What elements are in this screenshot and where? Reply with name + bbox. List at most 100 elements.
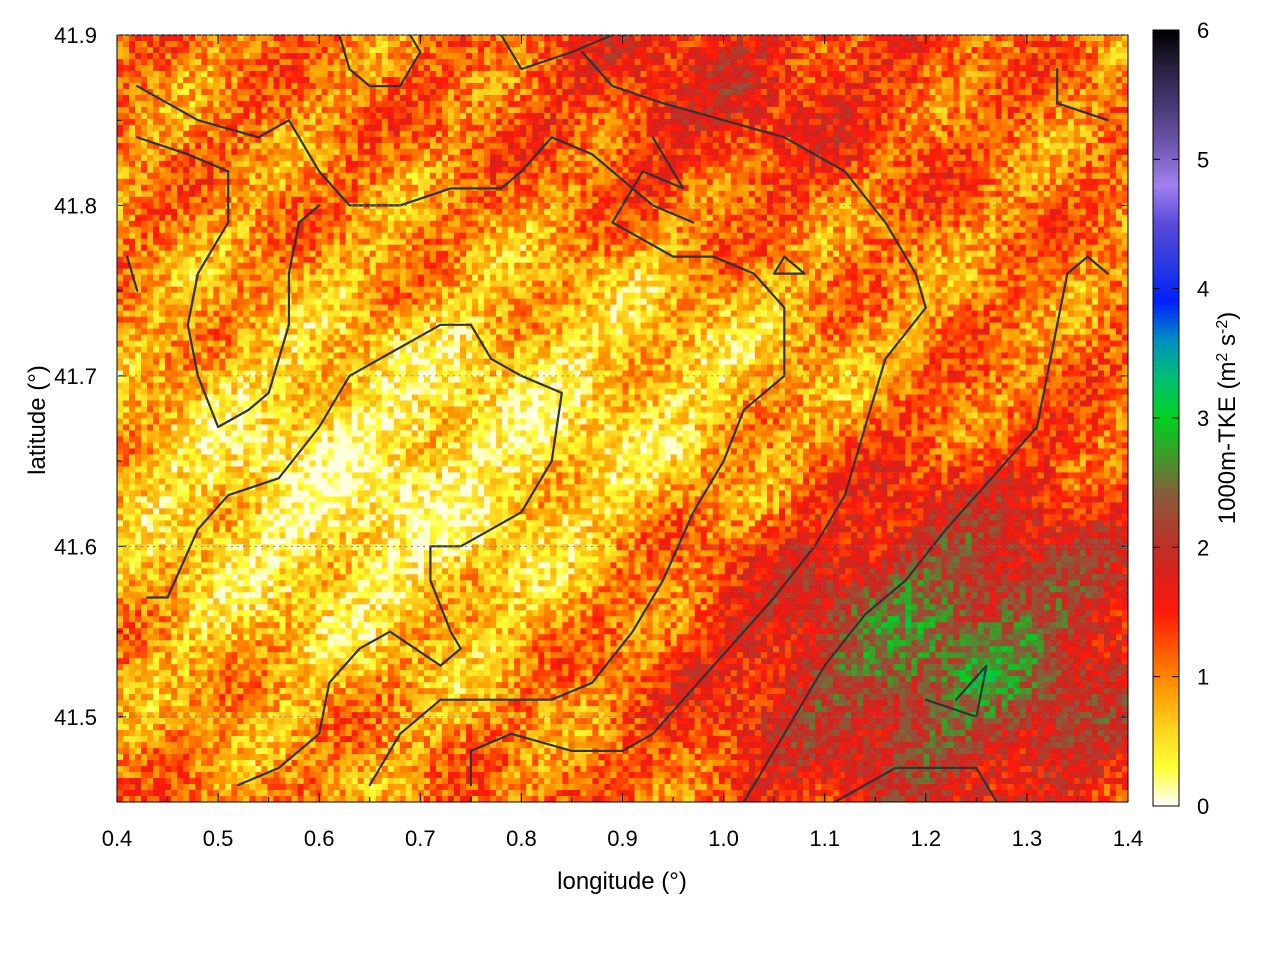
heat-cell — [388, 107, 395, 114]
heat-cell — [791, 41, 798, 48]
heat-cell — [1068, 185, 1075, 192]
heat-cell — [857, 137, 864, 144]
heat-cell — [707, 41, 714, 48]
heat-cell — [201, 59, 208, 66]
heat-cell — [1116, 71, 1123, 78]
heat-cell — [996, 47, 1003, 54]
heat-cell — [725, 47, 732, 54]
heat-cell — [1062, 197, 1069, 204]
heat-cell — [526, 185, 533, 192]
heat-cell — [911, 167, 918, 174]
heat-cell — [292, 155, 299, 162]
heat-cell — [1104, 59, 1111, 66]
heat-cell — [990, 47, 997, 54]
heat-cell — [629, 41, 636, 48]
heat-cell — [135, 125, 142, 132]
heat-cell — [237, 143, 244, 150]
heat-cell — [1074, 83, 1081, 90]
heat-cell — [358, 131, 365, 138]
heat-cell — [550, 203, 557, 210]
heat-cell — [328, 83, 335, 90]
heat-cell — [562, 191, 569, 198]
heat-cell — [815, 185, 822, 192]
heat-cell — [1098, 125, 1105, 132]
heat-cell — [683, 131, 690, 138]
heat-cell — [466, 107, 473, 114]
heat-cell — [304, 131, 311, 138]
heat-cell — [141, 41, 148, 48]
heat-cell — [165, 119, 172, 126]
heat-cell — [917, 89, 924, 96]
heat-cell — [586, 101, 593, 108]
heat-cell — [1104, 53, 1111, 60]
heat-cell — [1104, 125, 1111, 132]
heat-cell — [773, 65, 780, 72]
heat-cell — [845, 143, 852, 150]
heat-cell — [364, 113, 371, 120]
heat-cell — [286, 113, 293, 120]
heat-cell — [310, 107, 317, 114]
heat-cell — [941, 95, 948, 102]
heat-cell — [827, 179, 834, 186]
heat-cell — [346, 77, 353, 84]
heat-cell — [376, 47, 383, 54]
heat-cell — [532, 173, 539, 180]
heat-cell — [496, 95, 503, 102]
heat-cell — [629, 59, 636, 66]
heat-cell — [466, 89, 473, 96]
heat-cell — [219, 203, 226, 210]
heat-cell — [1038, 113, 1045, 120]
heat-cell — [201, 107, 208, 114]
heat-cell — [972, 119, 979, 126]
heat-cell — [960, 203, 967, 210]
heat-cell — [424, 143, 431, 150]
heat-cell — [947, 71, 954, 78]
heat-cell — [629, 35, 636, 42]
heat-cell — [1104, 137, 1111, 144]
heat-cell — [767, 161, 774, 168]
heat-cell — [809, 53, 816, 60]
heat-cell — [255, 179, 262, 186]
heat-cell — [966, 185, 973, 192]
heat-cell — [520, 197, 527, 204]
heat-cell — [647, 161, 654, 168]
heat-cell — [1050, 155, 1057, 162]
heat-cell — [436, 65, 443, 72]
heat-cell — [821, 173, 828, 180]
heat-cell — [911, 89, 918, 96]
heat-cell — [827, 143, 834, 150]
heat-cell — [1008, 197, 1015, 204]
heat-cell — [1080, 101, 1087, 108]
heat-cell — [695, 65, 702, 72]
heat-cell — [749, 65, 756, 72]
heat-cell — [1116, 53, 1123, 60]
heat-cell — [827, 119, 834, 126]
heat-cell — [689, 47, 696, 54]
heat-cell — [316, 107, 323, 114]
heat-cell — [893, 83, 900, 90]
heat-cell — [683, 155, 690, 162]
heat-cell — [1032, 161, 1039, 168]
heat-cell — [1098, 83, 1105, 90]
heat-cell — [478, 77, 485, 84]
heat-cell — [725, 137, 732, 144]
heat-cell — [520, 131, 527, 138]
heat-cell — [201, 131, 208, 138]
heat-cell — [135, 197, 142, 204]
heat-cell — [141, 59, 148, 66]
heat-cell — [990, 77, 997, 84]
heat-cell — [466, 131, 473, 138]
heat-cell — [448, 131, 455, 138]
heat-cell — [207, 47, 214, 54]
heat-cell — [364, 155, 371, 162]
heat-cell — [851, 137, 858, 144]
heat-cell — [1068, 173, 1075, 180]
heat-cell — [623, 155, 630, 162]
heat-cell — [490, 83, 497, 90]
heat-cell — [598, 125, 605, 132]
heat-cell — [279, 179, 286, 186]
heat-cell — [484, 95, 491, 102]
heat-cell — [917, 179, 924, 186]
heat-cell — [544, 47, 551, 54]
heat-cell — [508, 83, 515, 90]
